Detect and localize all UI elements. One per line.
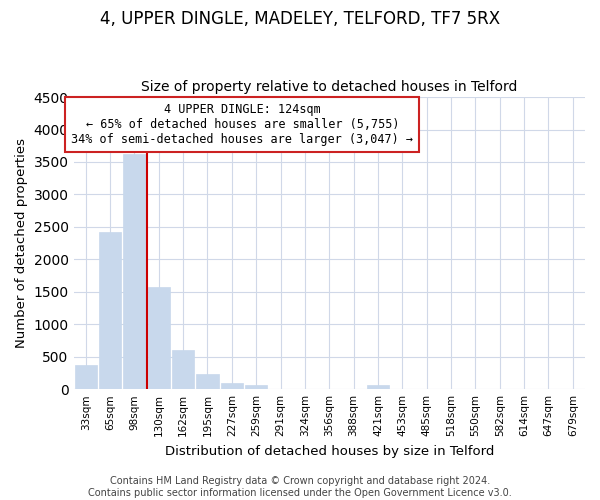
Text: 4, UPPER DINGLE, MADELEY, TELFORD, TF7 5RX: 4, UPPER DINGLE, MADELEY, TELFORD, TF7 5…	[100, 10, 500, 28]
Bar	[172, 350, 194, 389]
Bar	[221, 382, 243, 389]
Bar	[99, 232, 121, 389]
Bar	[148, 286, 170, 389]
Bar	[196, 374, 218, 389]
Text: Contains HM Land Registry data © Crown copyright and database right 2024.
Contai: Contains HM Land Registry data © Crown c…	[88, 476, 512, 498]
Title: Size of property relative to detached houses in Telford: Size of property relative to detached ho…	[141, 80, 517, 94]
Bar	[245, 386, 268, 389]
Text: 4 UPPER DINGLE: 124sqm
← 65% of detached houses are smaller (5,755)
34% of semi-: 4 UPPER DINGLE: 124sqm ← 65% of detached…	[71, 103, 413, 146]
X-axis label: Distribution of detached houses by size in Telford: Distribution of detached houses by size …	[164, 444, 494, 458]
Bar	[367, 386, 389, 389]
Bar	[74, 364, 97, 389]
Bar	[123, 154, 146, 389]
Y-axis label: Number of detached properties: Number of detached properties	[15, 138, 28, 348]
